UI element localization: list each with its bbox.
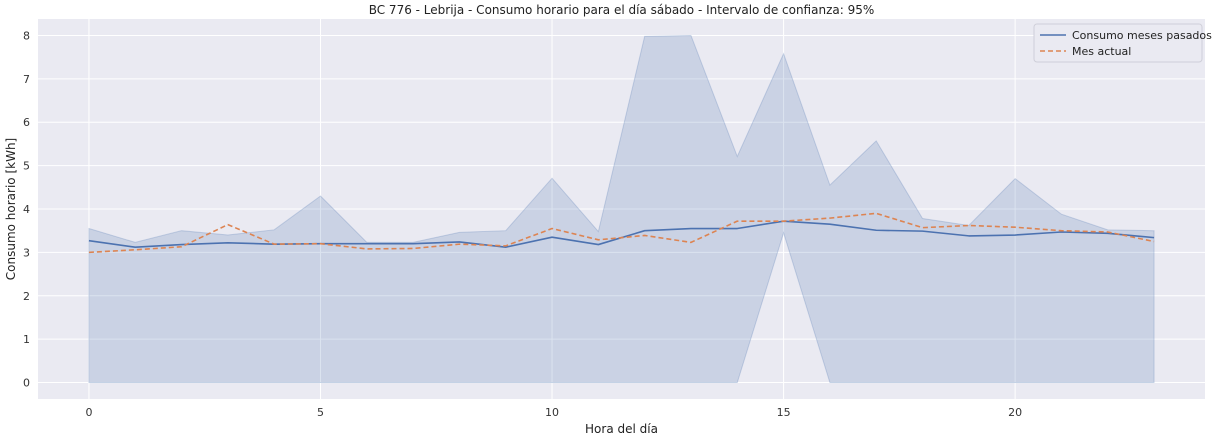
x-tick-label: 15	[777, 406, 791, 419]
chart-title: BC 776 - Lebrija - Consumo horario para …	[369, 3, 875, 17]
x-tick-label: 20	[1008, 406, 1022, 419]
confidence-band-area	[88, 34, 1155, 384]
y-tick-label: 6	[23, 116, 30, 129]
confidence-band	[88, 34, 1155, 384]
y-tick-label: 0	[23, 377, 30, 390]
series-line-mes-actual	[88, 212, 1155, 254]
y-tick-label: 1	[23, 333, 30, 346]
y-tick-label: 4	[23, 203, 30, 216]
legend-label-consumo-meses-pasados: Consumo meses pasados	[1072, 29, 1212, 42]
legend-label-mes-actual: Mes actual	[1072, 45, 1131, 58]
legend: Consumo meses pasados Mes actual	[1033, 23, 1212, 63]
x-axis-label: Hora del día	[585, 422, 658, 436]
x-tick-label: 10	[545, 406, 559, 419]
y-tick-label: 2	[23, 290, 30, 303]
y-tick-labels: 0 1 2 3 4 5 6 7 8	[23, 29, 30, 389]
x-tick-label: 5	[317, 406, 324, 419]
y-tick-label: 5	[23, 160, 30, 173]
x-tick-labels: 0 5 10 15 20	[85, 406, 1022, 419]
legend-box	[1033, 23, 1203, 63]
y-tick-label: 8	[23, 29, 30, 42]
y-axis-label: Consumo horario [kWh]	[4, 138, 18, 280]
y-tick-label: 3	[23, 246, 30, 259]
series-lines	[88, 212, 1155, 254]
y-tick-label: 7	[23, 73, 30, 86]
x-tick-label: 0	[85, 406, 92, 419]
grid-lines	[38, 19, 1205, 399]
